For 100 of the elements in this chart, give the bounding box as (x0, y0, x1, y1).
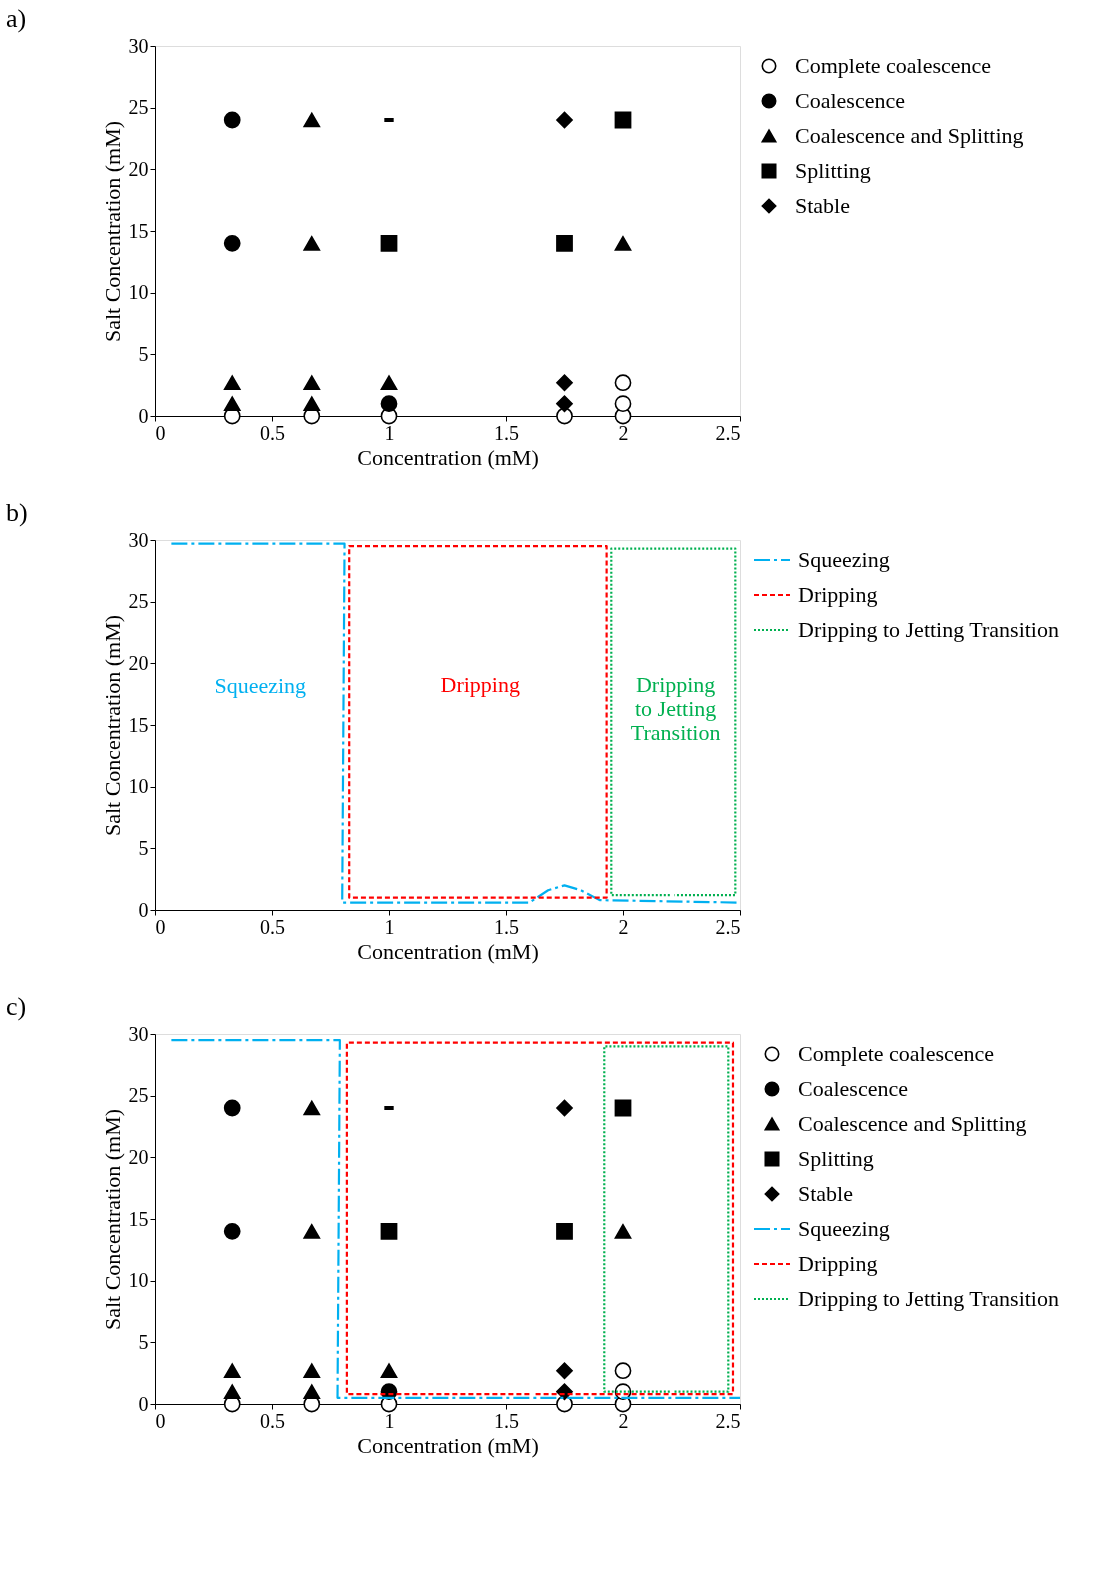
legend-label: Stable (795, 193, 850, 218)
y-tick-label: 0 (138, 1392, 149, 1415)
point (380, 1222, 398, 1240)
point (614, 111, 632, 129)
legend-label: Stable (798, 1181, 853, 1206)
legend-label: Coalescence and Splitting (795, 123, 1024, 148)
x-axis-title: Concentration (mM) (357, 938, 539, 964)
y-tick-label: 15 (128, 713, 149, 736)
y-tick-label: 10 (128, 281, 149, 304)
x-tick-label: 2 (618, 915, 629, 938)
annotation: Dripping to Jetting Transition (630, 671, 721, 745)
point (223, 1363, 241, 1379)
point (223, 1384, 241, 1400)
legend-label: Coalescence (798, 1076, 908, 1101)
y-tick-label: 0 (138, 404, 149, 427)
point (303, 235, 321, 251)
point (303, 112, 321, 128)
y-tick-label: 10 (128, 1269, 149, 1292)
point (223, 396, 241, 412)
point (556, 1099, 573, 1117)
legend-label: Squeezing (798, 1216, 890, 1241)
y-tick-label: 30 (128, 1022, 149, 1045)
x-tick-label: 1 (384, 1409, 395, 1432)
y-axis-title: Salt Concentration (mM) (99, 1108, 125, 1331)
point (303, 1100, 321, 1116)
x-tick-label: 2.5 (715, 915, 741, 938)
point (556, 407, 573, 425)
y-tick-label: 25 (128, 590, 149, 613)
y-tick-label: 10 (128, 775, 149, 798)
x-tick-label: 0 (155, 421, 166, 444)
point (380, 234, 398, 252)
x-axis-title: Concentration (mM) (357, 444, 539, 470)
y-tick-label: 0 (138, 898, 149, 921)
point (614, 374, 632, 392)
point (556, 395, 573, 413)
x-tick-label: 2 (618, 1409, 629, 1432)
x-tick-label: 2.5 (715, 1409, 741, 1432)
x-tick-label: 1.5 (494, 1409, 519, 1432)
legend-label: Splitting (798, 1146, 874, 1171)
point (614, 235, 632, 251)
point (303, 1223, 321, 1239)
y-tick-label: 5 (138, 1330, 149, 1353)
point (303, 396, 321, 412)
x-tick-label: 0.5 (260, 421, 285, 444)
legend-label: Coalescence and Splitting (798, 1111, 1027, 1136)
point (614, 1223, 632, 1239)
point (380, 395, 398, 413)
y-tick-label: 15 (128, 1207, 149, 1230)
point (556, 111, 573, 129)
point (380, 1363, 398, 1379)
chart-title: b) (6, 498, 28, 527)
x-tick-label: 0.5 (260, 915, 285, 938)
y-tick-label: 25 (128, 1084, 149, 1107)
y-tick-label: 5 (138, 342, 149, 365)
x-tick-label: 2 (618, 421, 629, 444)
legend-label: Complete coalescence (795, 53, 992, 78)
y-tick-label: 20 (128, 651, 149, 674)
legend-label: Dripping to Jetting Transition (798, 617, 1059, 642)
x-tick-label: 1 (384, 421, 395, 444)
point (556, 234, 573, 252)
y-tick-label: 25 (128, 96, 149, 119)
x-tick-label: 0.5 (260, 1409, 285, 1432)
point (614, 395, 632, 413)
point (614, 1099, 632, 1117)
x-tick-label: 2.5 (715, 421, 741, 444)
x-tick-label: 0 (155, 915, 166, 938)
y-tick-label: 5 (138, 836, 149, 859)
y-tick-label: 20 (128, 157, 149, 180)
point (223, 375, 241, 391)
legend-label: Splitting (795, 158, 871, 183)
point (303, 1384, 321, 1400)
chart-title: c) (6, 992, 27, 1021)
point (556, 1362, 573, 1380)
x-tick-label: 0 (155, 1409, 166, 1432)
point (556, 374, 573, 392)
point (380, 375, 398, 391)
legend-label: Dripping (798, 1251, 878, 1276)
point (303, 375, 321, 391)
annotation: Squeezing (214, 673, 307, 699)
point (223, 111, 241, 129)
y-axis-title: Salt Concentration (mM) (99, 120, 125, 343)
x-tick-label: 1 (384, 915, 395, 938)
legend-label: Squeezing (798, 547, 890, 572)
legend-label: Coalescence (795, 88, 905, 113)
annotation: Dripping (440, 671, 520, 697)
point (556, 1222, 573, 1240)
point (223, 1099, 241, 1117)
y-axis-title: Salt Concentration (mM) (99, 614, 125, 837)
legend-label: Complete coalescence (798, 1041, 995, 1066)
x-axis-title: Concentration (mM) (357, 1432, 539, 1458)
y-tick-label: 30 (128, 528, 149, 551)
point (223, 1222, 241, 1240)
chart-title: a) (6, 4, 27, 33)
y-tick-label: 15 (128, 219, 149, 242)
legend-label: Dripping (798, 582, 878, 607)
x-tick-label: 1.5 (494, 915, 519, 938)
point (223, 234, 241, 252)
point (614, 1362, 632, 1380)
point (303, 1363, 321, 1379)
legend-label: Dripping to Jetting Transition (798, 1286, 1059, 1311)
